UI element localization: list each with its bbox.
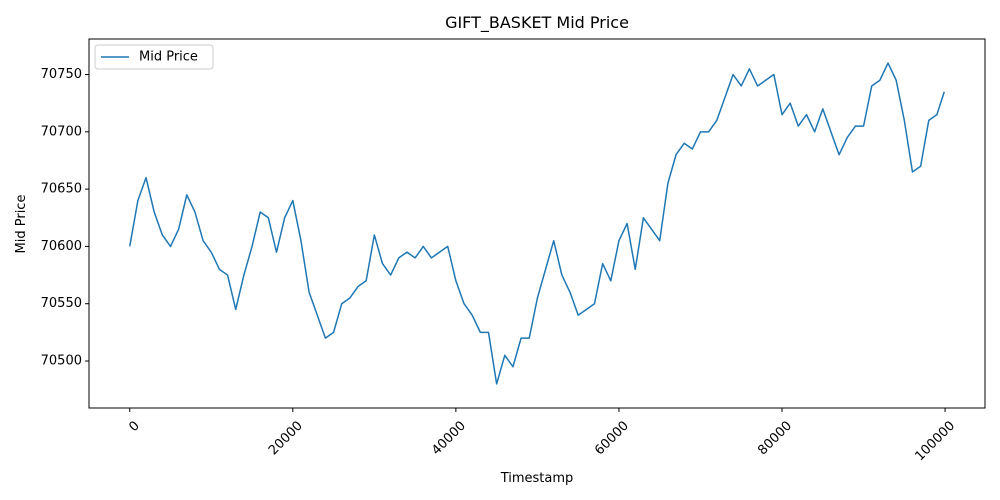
- legend-frame: [94, 44, 214, 70]
- y-tick-label: 70550: [41, 296, 82, 311]
- y-axis-label: Mid Price: [14, 195, 29, 254]
- x-axis-label: Timestamp: [500, 471, 574, 486]
- y-tick-label: 70700: [41, 124, 82, 139]
- chart-title: GIFT_BASKET Mid Price: [445, 13, 629, 33]
- legend: Mid Price: [94, 44, 214, 70]
- y-tick-label: 70750: [41, 67, 82, 82]
- y-tick-label: 70650: [41, 182, 82, 197]
- legend-label: Mid Price: [139, 50, 198, 65]
- y-tick-label: 70500: [41, 354, 82, 369]
- plot-frame: [88, 38, 986, 409]
- data-line: [128, 62, 945, 385]
- y-tick-label: 70600: [41, 239, 82, 254]
